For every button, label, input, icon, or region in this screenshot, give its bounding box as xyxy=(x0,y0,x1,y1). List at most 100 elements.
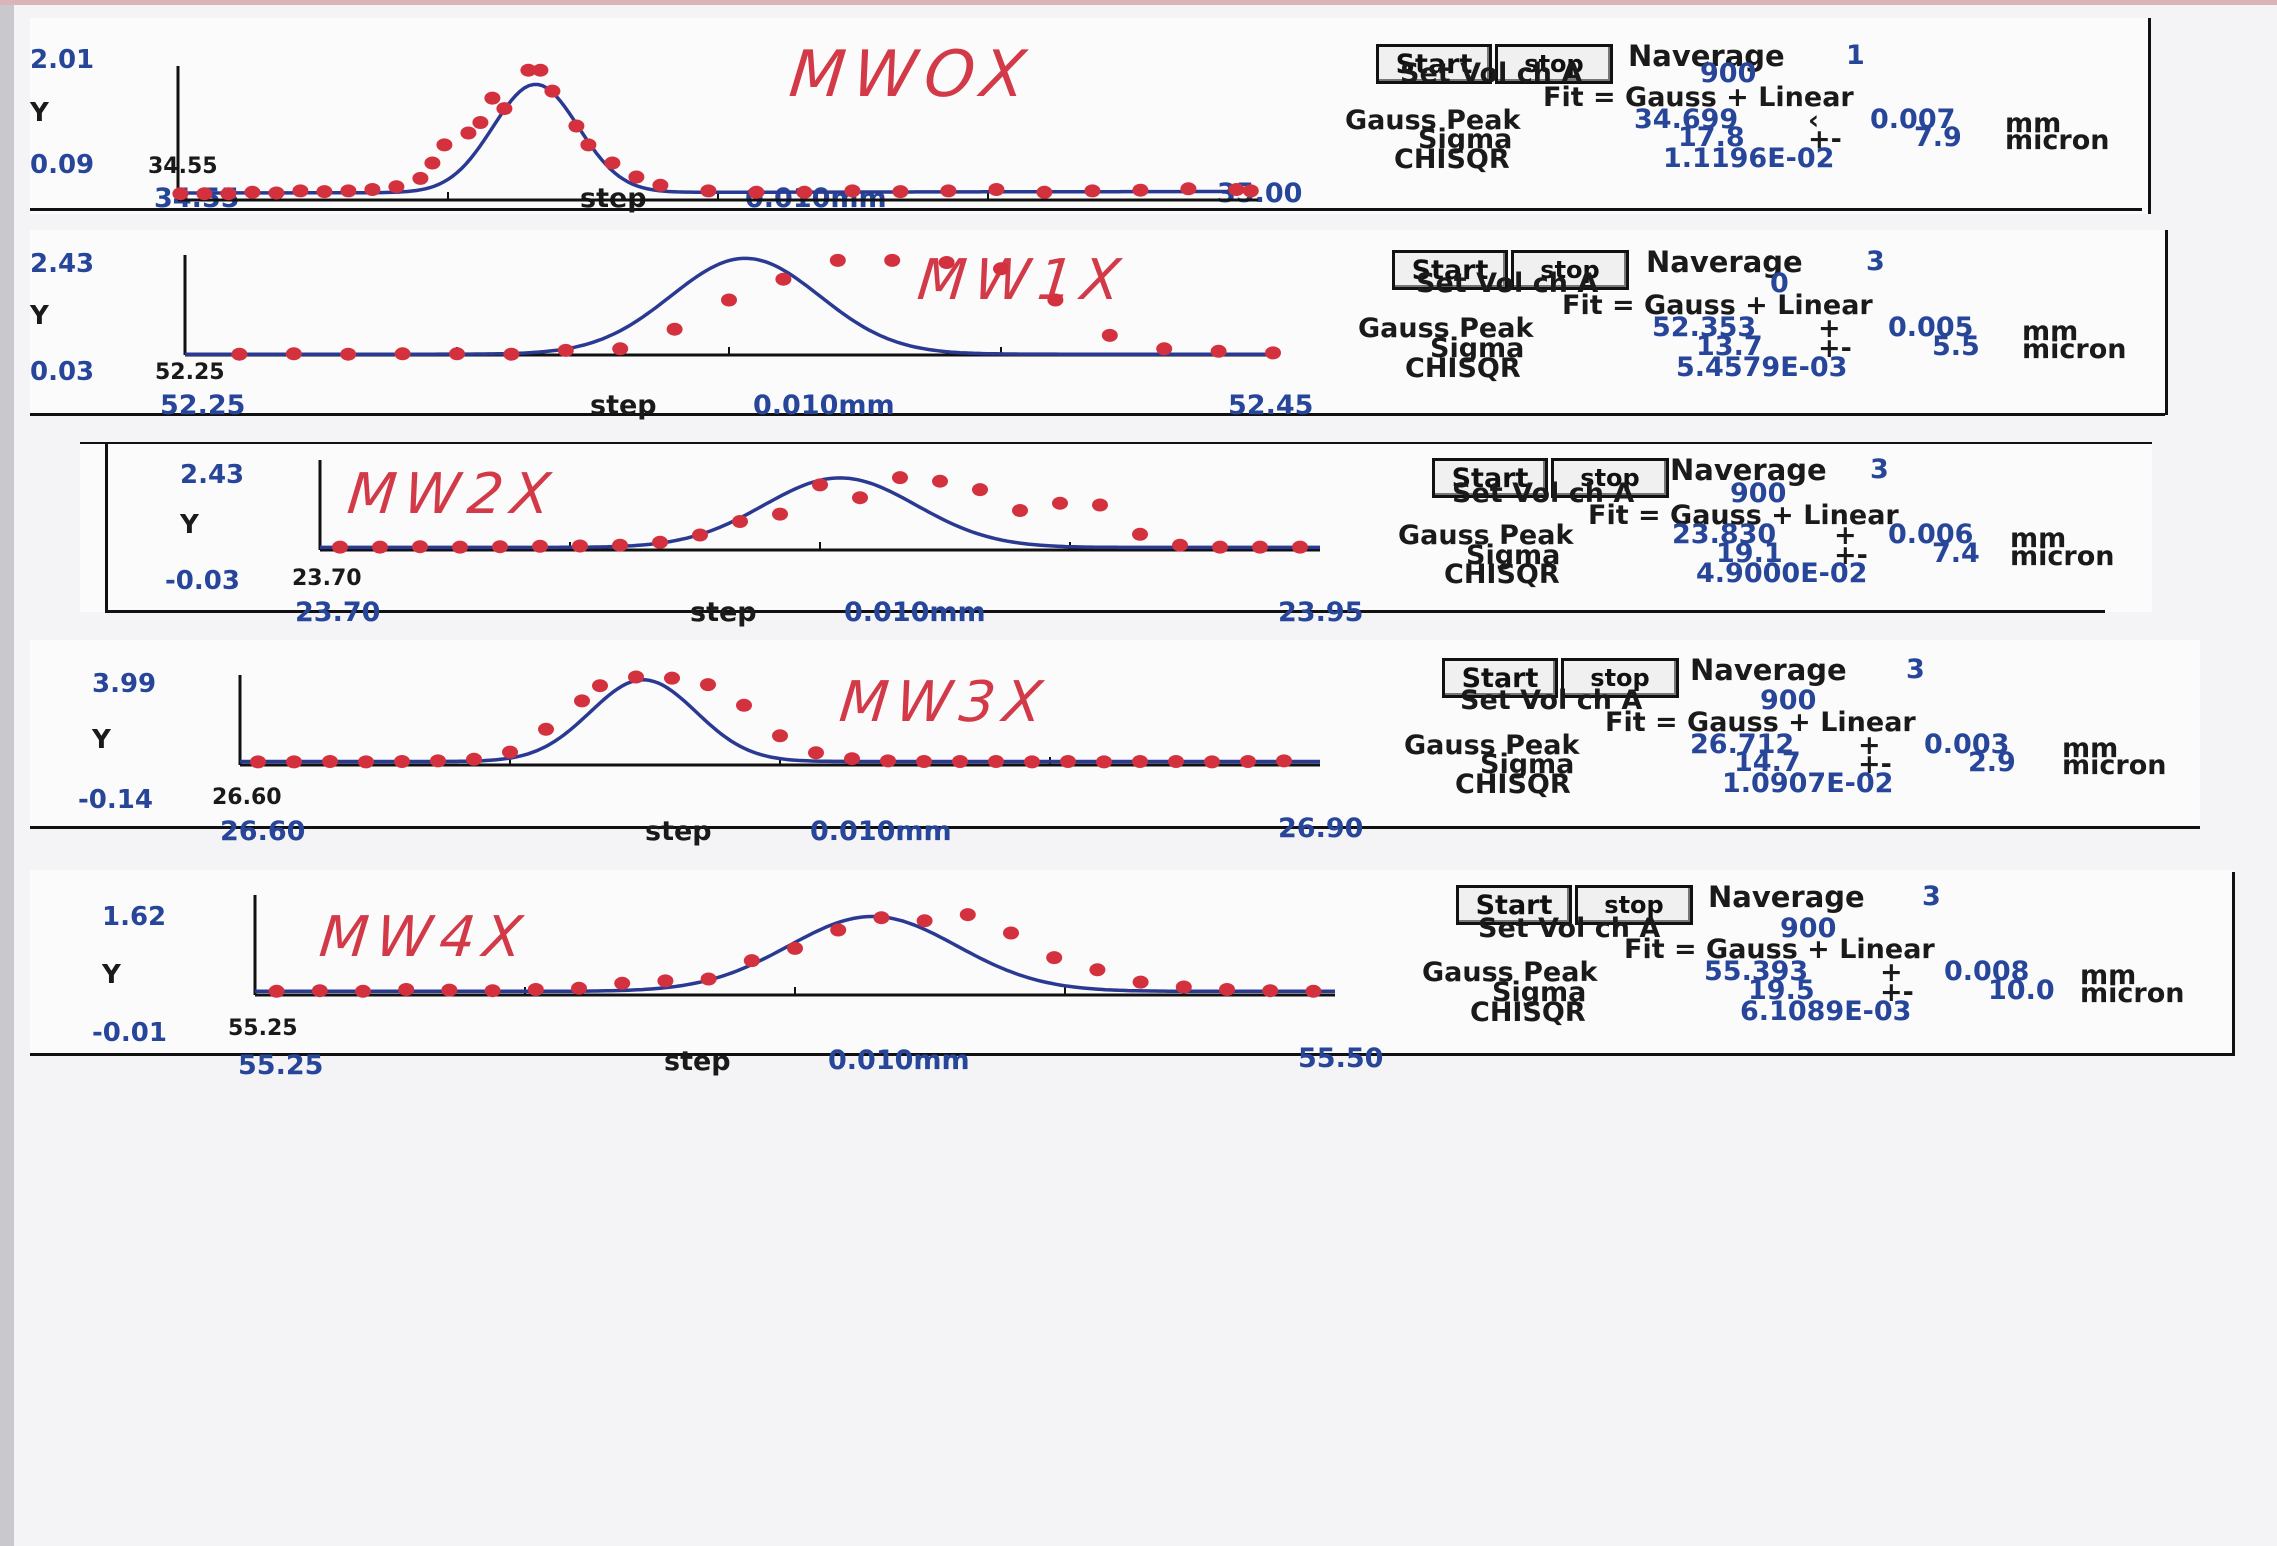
data-point xyxy=(808,746,824,760)
data-point xyxy=(1084,184,1101,198)
data-point xyxy=(1276,754,1292,768)
fit-type-label: Fit = Gauss + Linear xyxy=(1543,82,1854,113)
x-start-small-label: 26.60 xyxy=(212,785,282,810)
data-point xyxy=(460,126,477,140)
naverage-value: 3 xyxy=(1870,454,1889,485)
data-point xyxy=(472,116,489,129)
gauss-peak-error: 0.003 xyxy=(1924,729,2010,760)
stop-button[interactable]: stop xyxy=(1495,44,1613,84)
data-point xyxy=(484,91,501,105)
data-point xyxy=(592,679,608,693)
start-button[interactable]: Start xyxy=(1432,458,1548,498)
panel-background xyxy=(30,18,2148,214)
naverage-value: 3 xyxy=(1866,246,1885,277)
step-value: 0.010mm xyxy=(810,816,952,847)
stop-button[interactable]: stop xyxy=(1551,458,1669,498)
data-point xyxy=(604,156,621,170)
set-vol-label: Set Vol ch A xyxy=(1452,478,1635,509)
set-vol-value: 900 xyxy=(1780,913,1837,944)
data-point xyxy=(652,535,668,549)
sigma-error: 7.4 xyxy=(1932,538,1980,569)
start-button[interactable]: Start xyxy=(1456,885,1572,925)
sigma-pm: +- xyxy=(1880,977,1914,1008)
data-point xyxy=(1012,504,1028,517)
data-point xyxy=(340,184,357,198)
sigma-label: Sigma xyxy=(1480,749,1575,780)
sigma-error: 7.9 xyxy=(1914,122,1962,153)
x-end-label: 55.50 xyxy=(1298,1043,1384,1074)
sigma-pm: +- xyxy=(1834,540,1868,571)
start-button[interactable]: Start xyxy=(1442,658,1558,698)
data-point xyxy=(532,539,548,553)
data-point xyxy=(292,184,309,198)
data-point xyxy=(1240,755,1256,768)
data-point xyxy=(1156,342,1173,356)
data-point xyxy=(1132,975,1149,989)
data-point xyxy=(664,671,680,685)
data-point xyxy=(322,755,338,768)
stop-button[interactable]: stop xyxy=(1561,658,1679,698)
panel-background xyxy=(30,640,2200,828)
scan-plot xyxy=(172,63,1259,202)
data-point xyxy=(1101,328,1118,342)
data-point xyxy=(332,540,348,554)
scan-plot xyxy=(238,670,1320,769)
data-point xyxy=(852,491,868,505)
naverage-value: 3 xyxy=(1922,881,1941,912)
data-point xyxy=(1265,346,1281,360)
sigma-pm: +- xyxy=(1808,124,1842,155)
y-min-label: -0.03 xyxy=(165,566,240,596)
data-point xyxy=(268,984,285,998)
x-end-label: 23.95 xyxy=(1278,597,1364,628)
data-point xyxy=(1089,963,1106,977)
data-point xyxy=(568,119,585,133)
data-point xyxy=(993,262,1009,276)
sigma-unit: micron xyxy=(2005,125,2110,156)
data-point xyxy=(952,755,968,768)
data-point xyxy=(775,272,792,286)
sigma-value: 14.7 xyxy=(1734,747,1801,778)
data-point xyxy=(892,471,908,485)
gauss-peak-error: 0.007 xyxy=(1870,104,1956,135)
data-point xyxy=(1180,182,1197,196)
panel-frame-bottom xyxy=(30,826,2200,829)
sigma-unit: micron xyxy=(2022,334,2127,365)
data-point xyxy=(424,156,441,170)
control-buttons: Start stop xyxy=(1376,44,1613,84)
data-point xyxy=(932,474,948,488)
set-vol-value: 900 xyxy=(1760,685,1817,716)
data-point xyxy=(1047,293,1064,307)
set-vol-value: 900 xyxy=(1700,58,1757,89)
data-point xyxy=(1262,984,1279,998)
data-point xyxy=(721,293,737,307)
x-end-label: 52.45 xyxy=(1228,390,1314,421)
data-point xyxy=(772,729,788,743)
data-point xyxy=(502,745,518,759)
start-button[interactable]: Start xyxy=(1392,250,1508,290)
gauss-fit-line xyxy=(185,256,1273,356)
gauss-peak-error: 0.008 xyxy=(1944,956,2030,987)
data-point xyxy=(612,538,628,552)
chisqr-label: CHISQR xyxy=(1444,559,1560,590)
gauss-peak-unit: mm xyxy=(2005,108,2062,139)
data-point xyxy=(812,478,828,492)
chisqr-value: 5.4579E-03 xyxy=(1676,352,1848,383)
stop-button[interactable]: stop xyxy=(1511,250,1629,290)
sigma-pm: +- xyxy=(1858,749,1892,780)
data-point xyxy=(1242,184,1259,198)
data-point xyxy=(1172,538,1188,552)
data-point xyxy=(268,186,285,200)
stop-button[interactable]: stop xyxy=(1575,885,1693,925)
start-button[interactable]: Start xyxy=(1376,44,1492,84)
data-point xyxy=(787,941,803,955)
gauss-peak-value: 23.830 xyxy=(1672,519,1777,550)
data-point xyxy=(959,908,976,922)
step-label: step xyxy=(690,597,757,628)
data-point xyxy=(1212,540,1228,554)
data-point xyxy=(873,911,890,925)
data-point xyxy=(1132,755,1148,768)
naverage-label: Naverage xyxy=(1690,653,1847,687)
sigma-label: Sigma xyxy=(1492,977,1587,1008)
data-point xyxy=(892,185,909,199)
data-point xyxy=(938,256,955,269)
